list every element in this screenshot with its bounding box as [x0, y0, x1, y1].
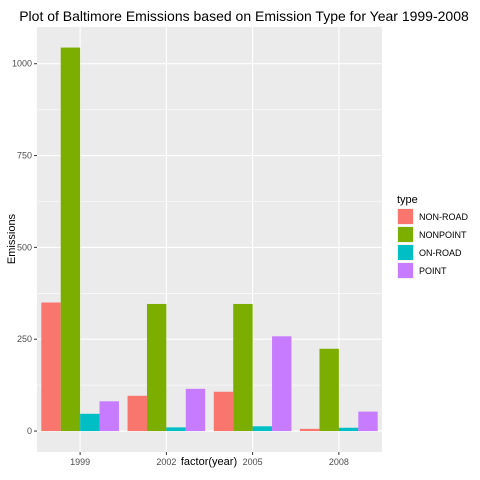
bar-non-road-2008 — [300, 429, 319, 431]
x-tick-label: 2008 — [329, 457, 349, 467]
y-axis-title: Emissions — [6, 213, 18, 264]
bar-on-road-2008 — [339, 428, 358, 431]
y-tick-label: 250 — [17, 334, 32, 344]
bar-on-road-1999 — [80, 414, 99, 431]
legend-key-on-road — [398, 245, 413, 260]
bar-non-road-2005 — [214, 392, 233, 431]
y-tick-label: 0 — [27, 426, 32, 436]
legend-label: POINT — [419, 266, 447, 276]
bar-on-road-2005 — [253, 426, 272, 431]
bar-on-road-2002 — [166, 427, 185, 431]
bar-nonpoint-2008 — [319, 349, 338, 431]
legend-key-non-road — [398, 209, 413, 224]
legend-label: NON-ROAD — [419, 212, 468, 222]
x-tick-label: 2005 — [243, 457, 263, 467]
x-tick-label: 2002 — [156, 457, 176, 467]
legend-label: ON-ROAD — [419, 248, 462, 258]
legend-key-point — [398, 263, 413, 278]
x-axis-title: factor(year) — [181, 456, 237, 468]
legend-title: type — [397, 194, 418, 206]
y-tick-label: 1000 — [12, 59, 32, 69]
bar-point-2005 — [272, 336, 291, 431]
bar-nonpoint-1999 — [61, 48, 80, 431]
bar-non-road-2002 — [128, 396, 147, 431]
legend: type NON-ROAD NONPOINT ON-ROAD POINT — [397, 194, 468, 279]
chart-title: Plot of Baltimore Emissions based on Emi… — [19, 8, 469, 24]
bar-point-2002 — [186, 389, 205, 431]
legend-label: NONPOINT — [419, 230, 467, 240]
y-tick-label: 750 — [17, 151, 32, 161]
y-tick-label: 500 — [17, 242, 32, 252]
bar-point-2008 — [358, 412, 377, 431]
bar-non-road-1999 — [41, 302, 60, 431]
bar-point-1999 — [100, 401, 119, 431]
bar-nonpoint-2002 — [147, 304, 166, 431]
bar-nonpoint-2005 — [233, 304, 252, 431]
legend-key-nonpoint — [398, 227, 413, 242]
x-tick-label: 1999 — [70, 457, 90, 467]
